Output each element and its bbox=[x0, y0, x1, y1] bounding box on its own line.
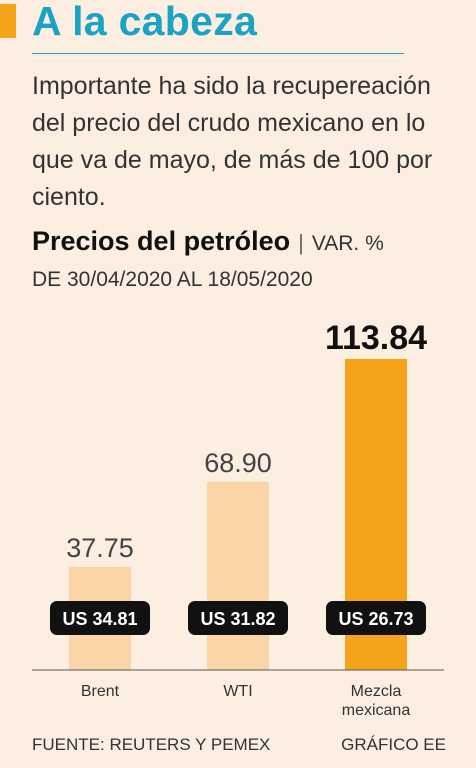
chart-date-range: DE 30/04/2020 AL 18/05/2020 bbox=[32, 268, 313, 291]
source-note: FUENTE: REUTERS Y PEMEX bbox=[32, 735, 271, 754]
price-badge-1 bbox=[188, 601, 288, 635]
chart-unit: VAR. % bbox=[311, 232, 384, 255]
bar-1 bbox=[207, 481, 269, 670]
headline: A la cabeza bbox=[32, 0, 258, 44]
bar-value-label-2: 113.84 bbox=[325, 319, 427, 357]
title-separator: | bbox=[298, 230, 304, 255]
bar-chart: 37.75 US 34.81 Brent 68.90 US 31.82 WTI 113.84… bbox=[32, 319, 444, 719]
category-label-1: WTI bbox=[223, 683, 252, 700]
chart-title: Precios del petróleo bbox=[32, 226, 291, 256]
price-label-2: US 26.73 bbox=[338, 609, 413, 629]
intro-text: Importante ha sido la recupereación del … bbox=[32, 72, 433, 211]
price-badge-0 bbox=[50, 601, 150, 635]
category-label-2: Mezcla mexicana bbox=[342, 683, 411, 719]
bar-value-label-0: 37.75 bbox=[66, 533, 134, 563]
chart-title-row: Precios del petróleo | VAR. % bbox=[32, 226, 384, 257]
price-badge-2 bbox=[326, 601, 426, 635]
accent-bar bbox=[0, 4, 16, 38]
headline-rule bbox=[32, 53, 404, 54]
bar-value-label-1: 68.90 bbox=[204, 448, 272, 478]
price-label-0: US 34.81 bbox=[62, 609, 137, 629]
category-label-0: Brent bbox=[81, 683, 120, 700]
price-label-1: US 31.82 bbox=[200, 609, 275, 629]
graphic-credit: GRÁFICO EE bbox=[341, 735, 446, 754]
